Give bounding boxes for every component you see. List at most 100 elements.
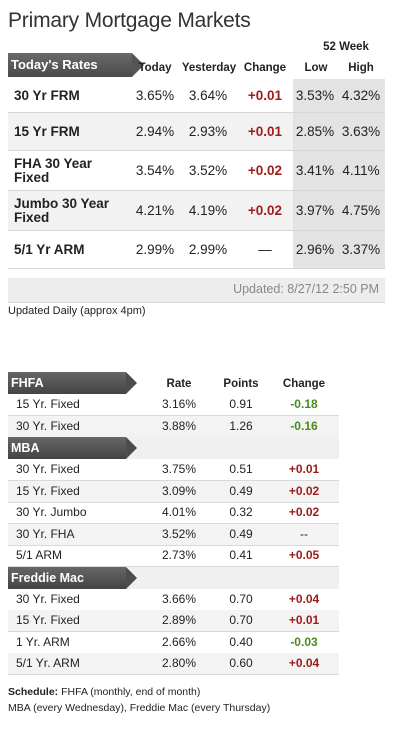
rate-high: 3.37% [341, 242, 381, 257]
week-range-highlight [293, 151, 385, 190]
product-rate: 3.75% [161, 462, 197, 476]
product-name: 5/1 ARM [16, 548, 63, 562]
todays-rates-tab: Today's Rates [8, 53, 144, 77]
rate-row: 30 Yr FRM 3.65% 3.64% +0.01 3.53% 4.32% [8, 79, 385, 113]
col-points: Points [223, 378, 259, 390]
section-header: FHFA Rate Points Change [8, 372, 339, 394]
rate-high: 3.63% [341, 124, 381, 139]
rate-row: FHA 30 Year Fixed 3.54% 3.52% +0.02 3.41% 4.1… [8, 151, 385, 191]
product-change: +0.02 [288, 483, 320, 498]
product-name: 15 Yr. Fixed [16, 483, 80, 498]
product-rate: 3.88% [161, 418, 197, 433]
product-change: +0.05 [288, 548, 320, 562]
week-range-highlight [293, 191, 385, 230]
rate-low: 2.96% [295, 242, 335, 257]
source-row: 15 Yr. Fixed 2.89% 0.70 +0.01 [8, 610, 339, 632]
rate-change: +0.01 [247, 88, 283, 103]
product-name: 30 Yr. Fixed [16, 591, 80, 606]
product-rate: 2.80% [161, 656, 197, 670]
rate-row: 15 Yr FRM 2.94% 2.93% +0.01 2.85% 3.63% [8, 113, 385, 151]
rate-yesterday: 2.99% [188, 242, 228, 257]
product-change: -0.18 [290, 397, 318, 411]
rate-low: 2.85% [295, 124, 335, 139]
source-row: 30 Yr. Fixed 3.75% 0.51 +0.01 [8, 459, 339, 481]
rate-yesterday: 3.52% [188, 163, 228, 178]
product-points: 0.41 [229, 548, 253, 562]
schedule-line-1: FHFA (monthly, end of month) [61, 686, 201, 698]
product-rate: 2.89% [161, 613, 197, 627]
product-points: 0.49 [229, 483, 253, 498]
rate-change: — [258, 242, 272, 257]
rate-high: 4.32% [341, 88, 381, 103]
product-points: 0.40 [229, 634, 253, 649]
rate-today: 3.65% [135, 88, 175, 103]
schedule-label: Schedule: [8, 686, 59, 698]
rate-yesterday: 4.19% [188, 203, 228, 218]
rate-yesterday: 2.93% [188, 124, 228, 139]
source-row: 15 Yr. Fixed 3.09% 0.49 +0.02 [8, 480, 339, 503]
source-row: 1 Yr. ARM 2.66% 0.40 -0.03 [8, 632, 339, 654]
col-low: Low [304, 62, 328, 74]
product-change: +0.01 [288, 613, 320, 627]
product-points: 0.91 [229, 397, 253, 411]
week-range-highlight [293, 113, 385, 150]
product-rate: 3.16% [161, 397, 197, 411]
schedule-line-2: MBA (every Wednesday), Freddie Mac (ever… [8, 702, 271, 714]
rates-header-row: Today's Rates Today Yesterday Change Low… [8, 53, 385, 77]
source-row: 30 Yr. FHA 3.52% 0.49 -- [8, 523, 339, 546]
rate-today: 2.94% [135, 124, 175, 139]
product-name: 1 Yr. ARM [16, 634, 70, 649]
product-points: 0.51 [229, 462, 253, 476]
rate-high: 4.11% [342, 163, 380, 178]
section-tab: Freddie Mac [8, 566, 137, 589]
product-name: 30 Yr. Jumbo [16, 505, 87, 519]
product-points: 1.26 [229, 418, 253, 433]
col-change: Change [243, 62, 287, 74]
product-rate: 4.01% [161, 505, 197, 519]
product-change: +0.02 [288, 505, 320, 519]
rate-today: 3.54% [135, 163, 175, 178]
product-name: 30 Yr. Fixed [16, 418, 80, 433]
rate-name: 5/1 Yr ARM [14, 241, 85, 257]
col-change: Change [282, 378, 326, 390]
product-points: 0.70 [229, 613, 253, 627]
rate-today: 4.21% [135, 203, 175, 218]
rate-name: 30 Yr FRM [14, 87, 80, 103]
rate-low: 3.41% [295, 163, 335, 178]
col-today: Today [138, 62, 172, 74]
product-change: -0.16 [290, 418, 318, 433]
rate-today: 2.99% [135, 242, 175, 257]
col-yesterday: Yesterday [181, 62, 237, 74]
rate-change: +0.02 [247, 163, 283, 178]
product-name: 30 Yr. FHA [16, 526, 75, 541]
product-rate: 3.09% [161, 483, 197, 498]
rate-low: 3.97% [295, 203, 335, 218]
product-change: +0.04 [288, 591, 320, 606]
product-rate: 2.73% [161, 548, 197, 562]
product-points: 0.49 [229, 526, 253, 541]
week-range-highlight [293, 231, 385, 268]
product-name: 30 Yr. Fixed [16, 462, 80, 476]
rate-low: 3.53% [295, 88, 335, 103]
schedule-note: Schedule: FHFA (monthly, end of month) M… [8, 684, 270, 716]
updated-bar: Updated: 8/27/12 2:50 PM [8, 278, 385, 303]
rate-row: 5/1 Yr ARM 2.99% 2.99% — 2.96% 3.37% [8, 231, 385, 269]
week-range-highlight [293, 79, 385, 112]
source-row: 30 Yr. Jumbo 4.01% 0.32 +0.02 [8, 502, 339, 524]
updated-timestamp: Updated: 8/27/12 2:50 PM [233, 282, 379, 296]
product-change: -0.03 [290, 634, 318, 649]
product-rate: 3.66% [161, 591, 197, 606]
section-tab: FHFA [8, 372, 137, 394]
rate-name: 15 Yr FRM [14, 123, 80, 139]
product-change: +0.04 [288, 656, 320, 670]
rate-change: +0.02 [247, 203, 283, 218]
product-change: -- [300, 526, 308, 541]
source-row: 5/1 ARM 2.73% 0.41 +0.05 [8, 545, 339, 567]
product-points: 0.32 [229, 505, 253, 519]
product-points: 0.70 [229, 591, 253, 606]
rate-row: Jumbo 30 Year Fixed 4.21% 4.19% +0.02 3.97% 4… [8, 191, 385, 231]
rate-high: 4.75% [341, 203, 381, 218]
section-header: Freddie Mac [8, 566, 339, 589]
product-name: 15 Yr. Fixed [16, 397, 80, 411]
section-header: MBA [8, 437, 339, 459]
